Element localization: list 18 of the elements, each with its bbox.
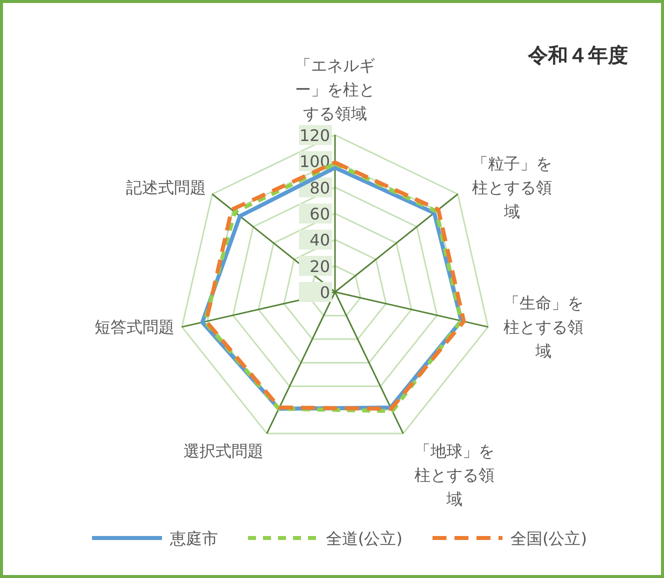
- y-tick-label: 60: [310, 204, 330, 224]
- spoke-label: 「生命」を柱とする領域: [504, 294, 584, 361]
- spoke-label: 「粒子」を柱とする領域: [472, 154, 552, 222]
- y-tick-label: 0: [320, 283, 330, 302]
- legend-label: 恵庭市: [169, 529, 218, 548]
- spoke-label: 「エネルギー」を柱とする領域: [295, 56, 375, 124]
- y-tick-label: 20: [310, 256, 330, 276]
- spoke-label: 記述式問題: [126, 178, 206, 198]
- y-tick-label: 120: [299, 126, 330, 145]
- chart-title: 令和４年度: [527, 43, 628, 67]
- y-tick-label: 100: [299, 152, 330, 172]
- legend-label: 全国(公立): [510, 529, 587, 548]
- y-tick-label: 80: [310, 178, 330, 198]
- spoke-label: 選択式問題: [183, 442, 264, 461]
- legend-label: 全道(公立): [326, 529, 402, 548]
- spoke-label: 短答式問題: [94, 318, 174, 337]
- y-tick-label: 40: [310, 230, 330, 250]
- spoke-label: 「地球」を柱とする領域: [414, 442, 495, 509]
